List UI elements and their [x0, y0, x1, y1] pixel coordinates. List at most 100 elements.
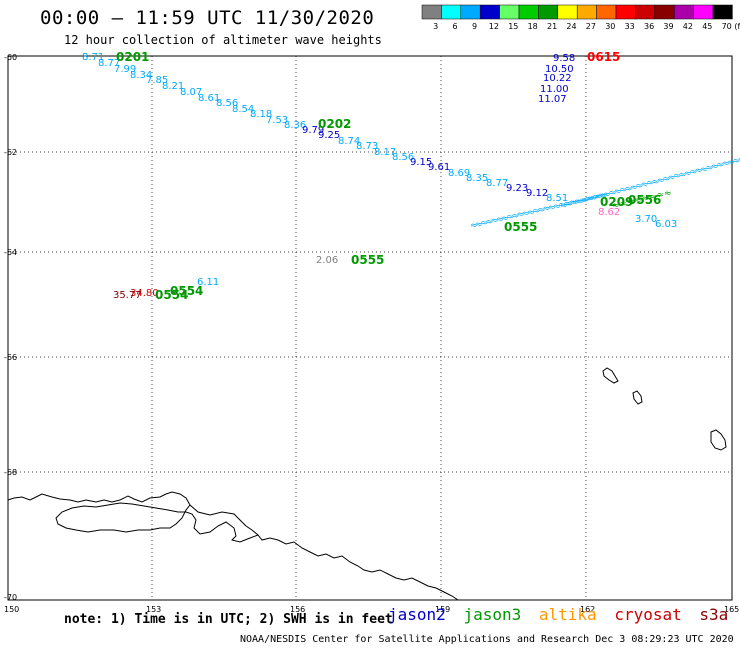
legend-label: 27 — [586, 22, 596, 31]
overplotted-mark: ≈ — [558, 201, 566, 211]
legend-label: 9 — [472, 22, 477, 31]
lon-label: 150 — [4, 605, 19, 614]
lon-label: 165 — [724, 605, 739, 614]
legend-label: 21 — [547, 22, 557, 31]
wave-height-value: 8.77 — [98, 58, 120, 69]
overplotted-mark: ≈ — [517, 210, 525, 220]
legend-unit: (ft) — [734, 22, 740, 31]
satellite-legend: jason2 jason3 altika cryosat s3a — [388, 605, 736, 624]
overplotted-mark: ≈ — [619, 186, 627, 196]
footer-note: note: 1) Time is in UTC; 2) SWH is in fe… — [64, 612, 393, 627]
legend-swatch — [635, 4, 656, 20]
pass-time-label: 0615 — [587, 50, 620, 64]
wave-height-value: 8.21 — [162, 81, 184, 92]
lat-label: -64 — [4, 248, 17, 257]
pass-time-label: 0556 — [628, 193, 661, 207]
overplotted-mark: ≈ — [609, 188, 617, 198]
wave-height-value: 8.56 — [216, 98, 238, 109]
overplotted-mark: ≈ — [733, 156, 740, 166]
pass-time-label: 0201 — [116, 50, 149, 64]
wave-height-value: 8.34 — [130, 70, 152, 81]
pass-time-label: 0202 — [318, 117, 351, 131]
page-title: 00:00 – 11:59 UTC 11/30/2020 — [40, 7, 375, 29]
wave-height-value: 8.69 — [448, 168, 470, 179]
overplotted-mark: ≈ — [695, 166, 703, 176]
map-frame — [7, 55, 733, 601]
overplotted-mark: ≈ — [598, 191, 606, 201]
overplotted-mark: ≈ — [595, 192, 603, 202]
legend-swatch — [538, 4, 559, 20]
wave-height-value: 8.77 — [486, 178, 508, 189]
overplotted-mark: ≈ — [522, 209, 530, 219]
overplotted-mark: ≈ — [496, 215, 504, 225]
wave-height-value: 9.15 — [410, 157, 432, 168]
wave-height-value: 8.62 — [598, 207, 620, 218]
overplotted-mark: ≈ — [649, 192, 657, 202]
wave-height-value: 8.18 — [250, 109, 272, 120]
legend-swatch — [673, 4, 694, 20]
wave-height-value: 9.25 — [318, 130, 340, 141]
lat-label: -70 — [4, 593, 17, 602]
overplotted-mark: ≈ — [491, 216, 499, 226]
legend-label: 6 — [453, 22, 458, 31]
pass-time-label: 0554 — [155, 288, 188, 302]
overplotted-mark: ≈ — [738, 155, 740, 165]
wave-height-value: 10.50 — [545, 64, 574, 75]
overplotted-mark: ≈ — [538, 205, 546, 215]
antarctic-coastline — [7, 491, 459, 601]
legend-label: 3 — [433, 22, 438, 31]
pass-time-label: 0555 — [351, 253, 384, 267]
legend-label: 45 — [702, 22, 712, 31]
overplotted-mark: ≈ — [565, 200, 573, 210]
legend-label: 30 — [605, 22, 615, 31]
longitude-labels: 150 153 156 159 162 165 — [4, 605, 739, 614]
lat-label: -66 — [4, 353, 17, 362]
overplotted-mark: ≈ — [548, 203, 556, 213]
overplotted-mark: ≈ — [564, 199, 572, 209]
overplotted-mark: ≈ — [584, 195, 592, 205]
overplotted-mark: ≈ — [600, 191, 608, 201]
footer-credit: NOAA/NESDIS Center for Satellite Applica… — [240, 634, 734, 645]
overplotted-mark: ≈ — [689, 168, 697, 178]
wave-height-value: 9.61 — [428, 162, 450, 173]
wave-height-value: 7.99 — [114, 64, 136, 75]
island — [710, 429, 727, 451]
pass-time-label: 0555 — [504, 220, 537, 234]
peninsula-coastline — [55, 502, 259, 543]
wave-height-value: 9.79 — [302, 125, 324, 136]
page-subtitle: 12 hour collection of altimeter wave hei… — [64, 33, 382, 47]
overplotted-mark: ≈ — [711, 162, 719, 172]
lon-label: 162 — [580, 605, 595, 614]
legend-label: 12 — [489, 22, 499, 31]
legend-swatch — [421, 4, 442, 20]
overplotted-mark: ≈ — [636, 181, 644, 191]
overplotted-mark: ≈ — [576, 197, 584, 207]
legend-label: 18 — [528, 22, 538, 31]
legend-swatch — [615, 4, 636, 20]
wave-height-value: 8.71 — [82, 52, 104, 63]
wave-height-value: 2.06 — [316, 255, 338, 266]
wave-height-value: 8.36 — [284, 120, 306, 131]
lon-label: 156 — [290, 605, 305, 614]
legend-swatch — [596, 4, 617, 20]
overplotted-mark: ≈ — [625, 184, 633, 194]
legend-swatch — [499, 4, 520, 20]
wave-height-value: 8.17 — [374, 147, 396, 158]
legend-label: 36 — [644, 22, 654, 31]
overplotted-mark: ≈ — [590, 193, 598, 203]
overplotted-mark: ≈ — [652, 177, 660, 187]
wave-observations: 8.718.777.998.347.858.218.078.618.568.54… — [82, 52, 677, 301]
overplotted-mark: ≈ — [642, 194, 650, 204]
legend-swatch — [479, 4, 500, 20]
wave-height-value: 11.00 — [540, 84, 569, 95]
overplotted-mark: ≈ — [470, 221, 478, 231]
overplotted-mark: ≈ — [657, 176, 665, 186]
legend-swatch — [557, 4, 578, 20]
overplotted-mark: ≈ — [727, 158, 735, 168]
wave-height-value: 34.80 — [130, 288, 159, 299]
overplotted-mark: ≈ — [579, 196, 587, 206]
wave-height-value: 3.70 — [635, 214, 657, 225]
